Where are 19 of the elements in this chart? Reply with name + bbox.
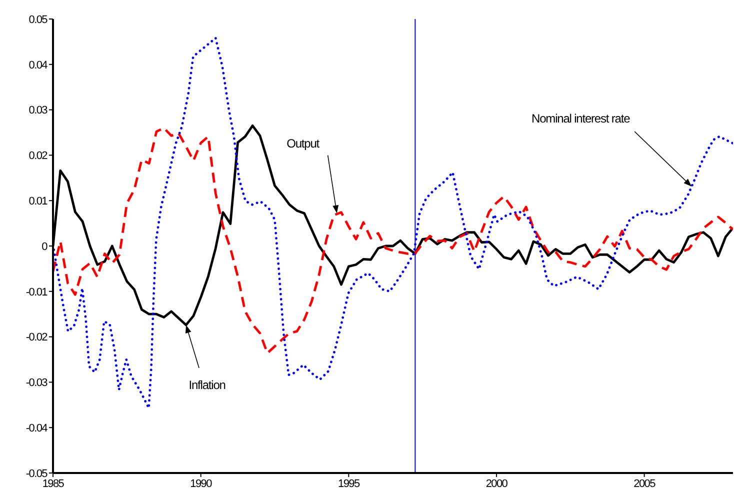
annotation: Inflation: [188, 378, 226, 392]
y-tick-label: -0.03: [26, 377, 48, 390]
x-tick-label: 1990: [190, 478, 212, 490]
y-tick-label: 0.01: [28, 196, 48, 208]
y-tick-label: 0.05: [28, 14, 48, 26]
y-tick-label: 0.02: [28, 150, 48, 162]
y-tick-label: 0.04: [28, 59, 48, 72]
x-tick-label: 2005: [634, 478, 656, 490]
y-tick-label: 0: [42, 240, 48, 253]
y-tick-label: -0.04: [26, 422, 48, 435]
y-tick-label: -0.02: [26, 332, 48, 344]
y-tick-label: 0.03: [28, 104, 48, 117]
x-tick-label: 1985: [42, 478, 64, 490]
x-tick-label: 1995: [338, 478, 360, 490]
annotation: Nominal interest rate: [532, 112, 631, 126]
y-tick-label: -0.01: [26, 286, 48, 298]
y-tick-label: -0.05: [26, 468, 48, 480]
annotation: Output: [286, 136, 320, 150]
x-tick-label: 2000: [486, 478, 508, 490]
